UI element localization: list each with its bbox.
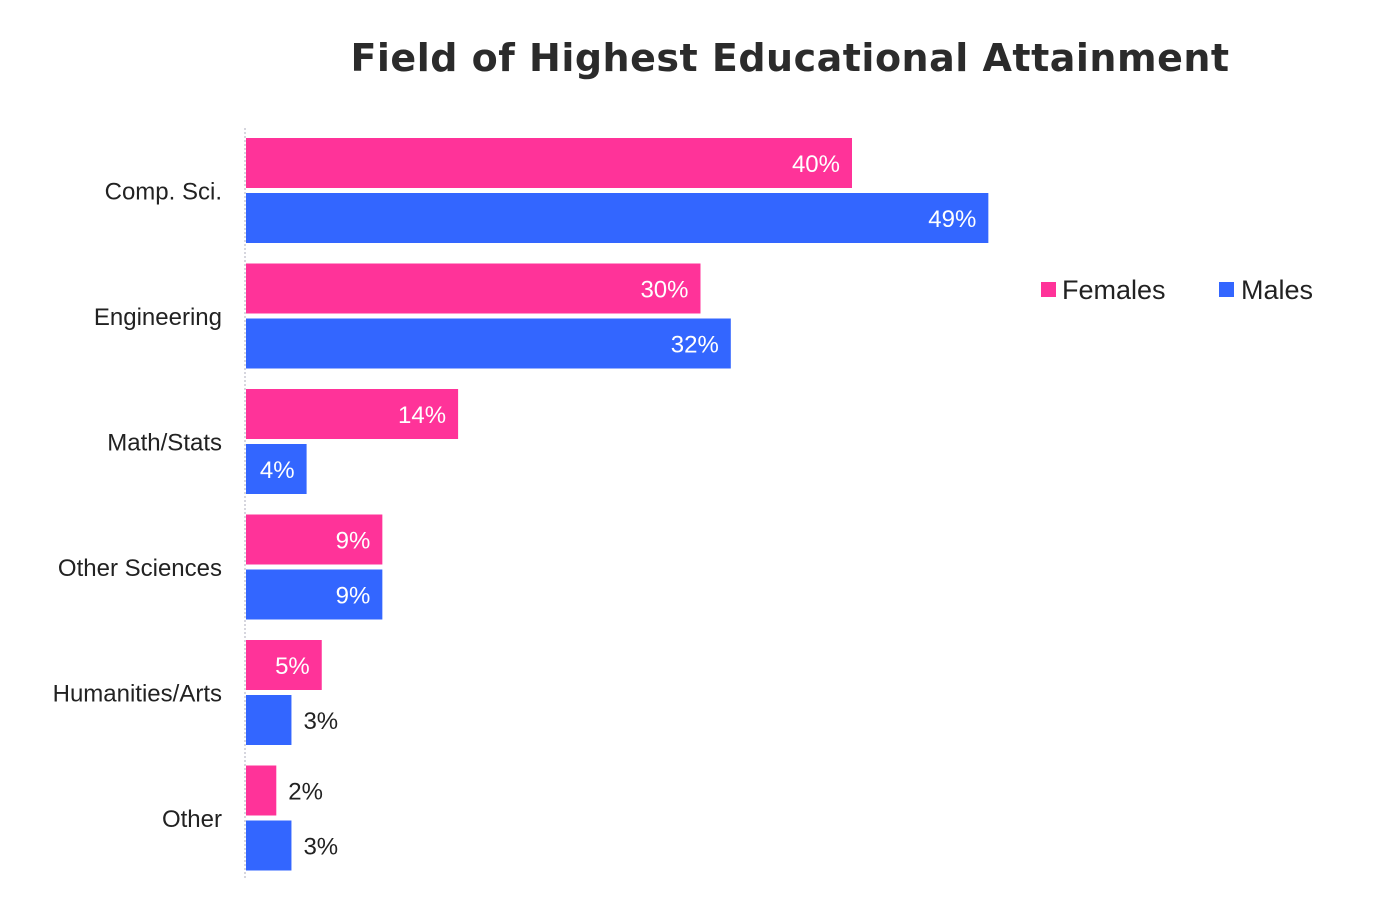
value-label-females-engineering: 30% [640, 277, 688, 304]
bar-females-math-stats [246, 389, 459, 439]
category-label-other-sciences: Other Sciences [58, 555, 222, 582]
bar-males-humanities-arts [246, 695, 292, 745]
value-label-males-other-sciences: 9% [336, 583, 371, 610]
bar-males-comp-sci [246, 193, 989, 243]
bar-females-comp-sci [246, 138, 852, 188]
value-label-females-comp-sci: 40% [792, 151, 840, 178]
legend: Females Males [1041, 275, 1313, 305]
bar-females-other [246, 765, 277, 816]
value-label-females-humanities-arts: 5% [275, 653, 310, 680]
category-label-math-stats: Math/Stats [107, 430, 222, 457]
bar-males-other [246, 820, 292, 871]
value-label-males-other: 3% [303, 834, 338, 861]
value-label-females-other-sciences: 9% [336, 528, 371, 555]
value-label-males-comp-sci: 49% [928, 206, 976, 233]
value-label-females-math-stats: 14% [398, 402, 446, 429]
legend-swatch-females [1041, 282, 1056, 297]
category-label-humanities-arts: Humanities/Arts [53, 681, 222, 708]
labels-layer: Comp. Sci. 40% 49% Engineering 30% 32% Math/St… [53, 151, 977, 861]
value-label-males-humanities-arts: 3% [303, 708, 338, 735]
value-label-males-engineering: 32% [671, 332, 719, 359]
value-label-females-other: 2% [288, 779, 323, 806]
legend-label-females: Females [1062, 275, 1166, 305]
category-label-other: Other [162, 806, 222, 833]
bar-males-other-sciences [246, 569, 383, 620]
value-label-males-math-stats: 4% [260, 457, 295, 484]
bar-females-other-sciences [246, 514, 383, 565]
bar-females-humanities-arts [246, 640, 322, 690]
category-label-engineering: Engineering [94, 304, 222, 331]
bar-females-engineering [246, 263, 701, 314]
bar-males-math-stats [246, 444, 307, 494]
bars-layer [246, 138, 989, 871]
bar-males-engineering [246, 318, 731, 369]
chart-title: Field of Highest Educational Attainment [350, 36, 1230, 80]
category-label-comp-sci: Comp. Sci. [105, 179, 222, 206]
legend-swatch-males [1219, 282, 1234, 297]
legend-label-males: Males [1241, 275, 1313, 305]
